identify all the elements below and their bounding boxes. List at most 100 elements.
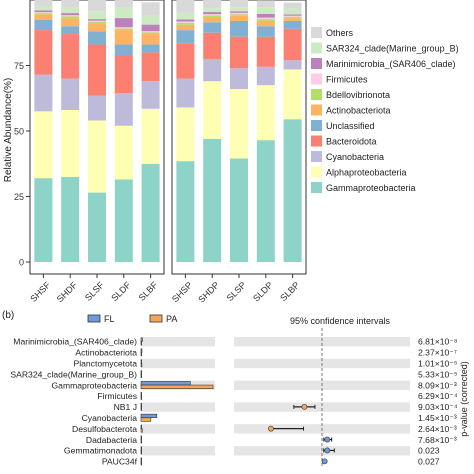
bar-segment-slsp-cyanobacteria [230, 68, 248, 90]
p-value: 5.33×10⁻⁵ [418, 369, 458, 379]
p-value-column: 6.81×10⁻⁸2.37×10⁻⁷1.01×10⁻⁵5.33×10⁻⁵8.09… [418, 337, 458, 467]
legend-label: Bacteroidota [326, 137, 377, 147]
bar-fl-gemmatimonadota [140, 446, 142, 451]
y-tick-label: 75 [14, 61, 24, 71]
y-tick-label: 0 [19, 258, 24, 268]
legend-label: Others [326, 28, 354, 38]
bar-segment-slsf-marinimicrobia-sar406-clade- [88, 19, 106, 21]
stacked-bars [34, 0, 302, 263]
bar-fl-planctomycetota [140, 359, 142, 364]
y-tick-label: 25 [14, 192, 24, 202]
bar-segment-shdp-alphaproteobacteria [203, 81, 222, 139]
bar-segment-shsp-others [176, 0, 195, 13]
category-label: Marinimicrobia_(SAR406_clade) [13, 337, 137, 347]
legend-fl-pa: FL PA [87, 314, 177, 324]
bar-segment-slbf-firmicutes [141, 31, 160, 33]
bar-segment-sldf-firmicutes [114, 27, 133, 29]
bar-segment-sldf-bacteroidota [114, 55, 133, 94]
bar-segment-slbf-others [141, 2, 160, 16]
p-value: 8.09×10⁻³ [418, 380, 457, 390]
bar-segment-slbp-actinobacteriota [283, 18, 302, 21]
bar-segment-slsf-firmicutes [88, 20, 106, 23]
legend-swatch [311, 58, 322, 69]
bar-pa-gemmatimonadota [140, 450, 142, 455]
x-tick-label: SLSP [225, 280, 248, 303]
bar-fl-firmicutes [140, 392, 142, 397]
legend: Others SAR324_clade(Marine_group_B) Marini… [311, 27, 459, 193]
bar-fl-desulfobacterota [140, 424, 142, 429]
bar-fl-sar324-clade-marine-group-b- [140, 370, 142, 375]
bar-segment-slbp-others [283, 2, 302, 9]
bar-fl-dadabacteria [140, 435, 142, 440]
bar-segment-shsf-cyanobacteria [34, 74, 53, 112]
legend-swatch [149, 314, 163, 323]
bar-segment-shdp-others [203, 0, 222, 9]
bar-segment-shdf-bdellovibrionota [61, 16, 80, 19]
category-label: Gemmatimonadota [64, 446, 137, 456]
bar-segment-slsp-firmicutes [230, 12, 248, 15]
bar-segment-slbp-firmicutes [283, 15, 302, 18]
p-value: 6.81×10⁻⁸ [418, 337, 458, 347]
bar-segment-shdp-firmicutes [203, 14, 222, 16]
bar-segment-slbf-gammaproteobacteria [141, 163, 160, 262]
panel-label: (b) [2, 310, 14, 321]
legend-label: Bdellovibrionota [326, 90, 390, 100]
y-axis-ticks: 0 25 50 75 [14, 61, 30, 268]
legend-swatch [311, 182, 322, 193]
bar-segment-sldf-others [114, 0, 133, 8]
bar-fl-pauc34f [140, 457, 142, 462]
legend-swatch [311, 135, 322, 147]
bar-segment-shdp-gammaproteobacteria [203, 138, 222, 262]
x-tick-label: SLBP [278, 280, 301, 303]
bar-fl-cyanobacteria [140, 413, 158, 419]
row-band-bars [141, 424, 215, 434]
bar-segment-shsp-gammaproteobacteria [176, 161, 195, 262]
bar-segment-slsp-sar324-clade-marine-group-b- [230, 7, 248, 12]
bar-segment-sldp-others [256, 0, 275, 8]
row-band-ci [234, 337, 410, 347]
bar-segment-shdp-unclassified [203, 22, 222, 33]
mean-proportion-bars [140, 337, 214, 466]
bar-segment-sldf-unclassified [114, 44, 133, 56]
bar-segment-slsf-bacteroidota [88, 44, 106, 96]
p-value: 1.01×10⁻⁵ [418, 358, 458, 368]
bar-fl-gammaproteobacteria [140, 381, 191, 386]
bar-segment-slsf-bdellovibrionota [88, 22, 106, 24]
bar-segment-shdp-actinobacteriota [203, 17, 222, 23]
bar-segment-slbp-marinimicrobia-sar406-clade- [283, 14, 302, 16]
ci-point-desulfobacterota [268, 425, 274, 432]
bar-pa-desulfobacterota [140, 428, 143, 433]
bar-pa-marinimicrobia-sar406-clade- [140, 341, 142, 346]
bar-segment-sldp-actinobacteriota [256, 20, 275, 27]
bar-pa-actinobacteriota [140, 352, 142, 357]
bar-segment-slsp-actinobacteriota [230, 15, 248, 21]
legend-label: FL [104, 314, 115, 324]
bar-segment-slsp-bdellovibrionota [230, 14, 248, 16]
x-tick-label: SHSP [170, 280, 194, 304]
bar-pa-sar324-clade-marine-group-b- [140, 373, 142, 379]
bar-pa-dadabacteria [140, 439, 142, 444]
ci-point-gemmatimonadota [324, 447, 331, 454]
bar-segment-shdf-marinimicrobia-sar406-clade- [61, 13, 80, 16]
category-label: Planctomycetota [73, 358, 137, 368]
row-band-bars [141, 337, 215, 347]
bar-segment-sldp-gammaproteobacteria [256, 140, 275, 262]
bar-fl-actinobacteriota [140, 348, 143, 353]
bar-segment-slsf-cyanobacteria [88, 95, 106, 121]
row-band-bars [141, 446, 215, 456]
bar-segment-slsf-gammaproteobacteria [88, 192, 106, 262]
bar-segment-slsf-others [88, 0, 106, 12]
bar-segment-shsp-actinobacteriota [176, 24, 195, 31]
legend-label: SAR324_clade(Marine_group_B) [326, 44, 459, 54]
bar-segment-slbf-unclassified [141, 44, 160, 53]
bar-segment-shdf-gammaproteobacteria [61, 176, 80, 262]
bar-segment-shsp-marinimicrobia-sar406-clade- [176, 19, 195, 22]
category-label: Dadabacteria [86, 435, 137, 445]
legend-label: PA [166, 314, 177, 324]
ci-point-dadabacteria [324, 436, 331, 443]
bar-segment-sldf-marinimicrobia-sar406-clade- [114, 18, 133, 28]
bar-segment-shsf-firmicutes [34, 12, 53, 14]
p-value: 0.023 [418, 446, 440, 456]
x-tick-label: SHDF [55, 280, 80, 305]
bar-segment-slsp-marinimicrobia-sar406-clade- [230, 11, 248, 13]
